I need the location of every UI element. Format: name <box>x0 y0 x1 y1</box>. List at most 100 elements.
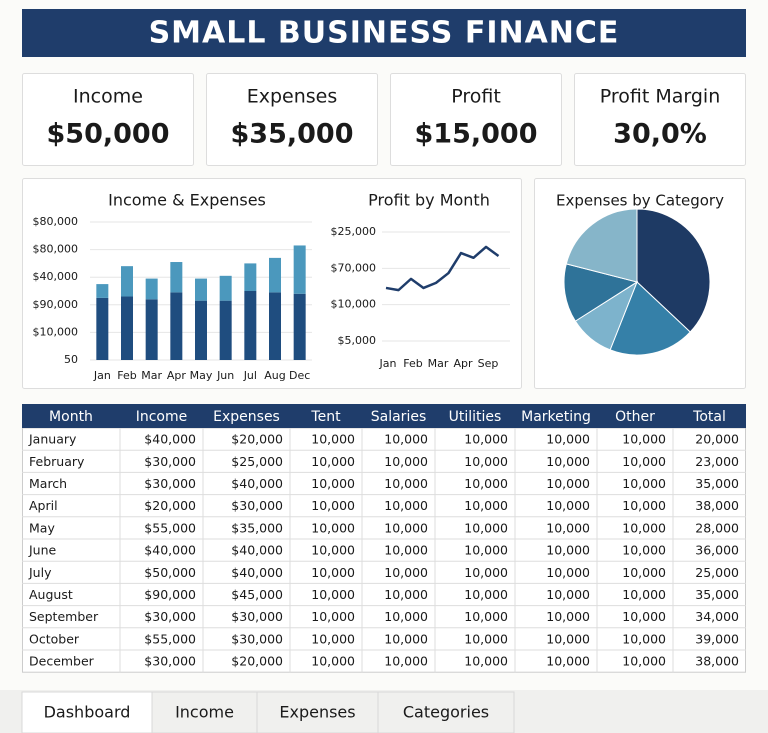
number-cell: 10,000 <box>384 631 428 646</box>
tab-label[interactable]: Categories <box>403 703 489 722</box>
bar-segment <box>293 245 306 294</box>
tab[interactable] <box>377 691 515 733</box>
y-tick-label: $90,000 <box>33 298 79 311</box>
kpi-value: 30,0% <box>613 119 707 150</box>
tab[interactable] <box>256 691 379 733</box>
number-cell: 38,000 <box>695 498 739 513</box>
kpi-label: Expenses <box>247 86 338 108</box>
number-cell: 10,000 <box>464 498 508 513</box>
x-tick-label: Jan <box>379 357 397 370</box>
number-cell: 10,000 <box>622 498 666 513</box>
number-cell: 10,000 <box>464 609 508 624</box>
number-cell: 10,000 <box>384 543 428 558</box>
month-cell: December <box>29 654 95 669</box>
x-tick-label: Jan <box>93 369 111 382</box>
kpi-label: Profit <box>451 86 501 108</box>
number-cell: 36,000 <box>695 543 739 558</box>
number-cell: 10,000 <box>384 498 428 513</box>
column-header: Income <box>136 409 188 425</box>
month-cell: August <box>29 587 73 602</box>
number-cell: $40,000 <box>231 476 283 491</box>
number-cell: 10,000 <box>384 609 428 624</box>
number-cell: 10,000 <box>622 476 666 491</box>
number-cell: 10,000 <box>311 498 355 513</box>
number-cell: 10,000 <box>622 587 666 602</box>
month-cell: September <box>29 609 99 624</box>
title-bar <box>22 9 746 57</box>
kpi-value: $15,000 <box>415 119 538 150</box>
number-cell: $40,000 <box>231 565 283 580</box>
month-cell: March <box>29 476 67 491</box>
pie-slice <box>636 208 711 333</box>
number-cell: 10,000 <box>384 654 428 669</box>
x-tick-label: Dec <box>289 369 310 382</box>
y-tick-label: $80,000 <box>33 243 79 256</box>
column-header: Total <box>692 409 726 425</box>
number-cell: 10,000 <box>464 543 508 558</box>
kpi-value: $35,000 <box>231 119 354 150</box>
number-cell: 10,000 <box>622 543 666 558</box>
column-header: Salaries <box>371 409 427 425</box>
x-tick-label: Sep <box>478 357 499 370</box>
number-cell: $30,000 <box>144 654 196 669</box>
number-cell: $50,000 <box>144 565 196 580</box>
kpi-value: $50,000 <box>47 119 170 150</box>
y-tick-label: $25,000 <box>331 225 377 238</box>
x-tick-label: Feb <box>117 369 136 382</box>
tab-label[interactable]: Expenses <box>279 703 355 722</box>
table-body <box>22 427 746 673</box>
number-cell: 10,000 <box>311 565 355 580</box>
table-header <box>22 404 746 428</box>
x-tick-label: May <box>190 369 213 382</box>
number-cell: 10,000 <box>464 454 508 469</box>
number-cell: $55,000 <box>144 520 196 535</box>
number-cell: 39,000 <box>695 631 739 646</box>
number-cell: 10,000 <box>546 454 590 469</box>
number-cell: 10,000 <box>464 587 508 602</box>
column-header: Expenses <box>213 409 280 425</box>
kpi-card <box>574 73 746 166</box>
bar-segment <box>170 262 183 293</box>
number-cell: 35,000 <box>695 476 739 491</box>
number-cell: $20,000 <box>231 432 283 447</box>
x-tick-label: Jul <box>243 369 257 382</box>
bar-segment <box>244 291 257 360</box>
tab-label[interactable]: Income <box>175 703 234 722</box>
number-cell: $40,000 <box>144 432 196 447</box>
number-cell: 10,000 <box>311 543 355 558</box>
y-tick-label: 50 <box>64 353 78 366</box>
bar-segment <box>195 300 207 360</box>
number-cell: 10,000 <box>546 609 590 624</box>
pie-slice <box>563 263 639 322</box>
number-cell: 20,000 <box>695 432 739 447</box>
number-cell: 10,000 <box>622 432 666 447</box>
month-cell: April <box>29 498 58 513</box>
number-cell: 10,000 <box>311 454 355 469</box>
month-cell: July <box>28 565 52 580</box>
kpi-card <box>206 73 378 166</box>
kpi-label: Profit Margin <box>600 86 721 108</box>
number-cell: $30,000 <box>144 609 196 624</box>
y-tick-label: $80,000 <box>33 215 79 228</box>
tab-label[interactable]: Dashboard <box>44 703 131 722</box>
x-tick-label: Mar <box>141 369 162 382</box>
y-tick-label: $10,000 <box>33 325 79 338</box>
number-cell: 10,000 <box>464 654 508 669</box>
number-cell: $30,000 <box>144 454 196 469</box>
bar-segment <box>195 278 207 301</box>
number-cell: $40,000 <box>144 543 196 558</box>
chart-title: Income & Expenses <box>108 191 266 210</box>
profit-line <box>385 245 500 292</box>
number-cell: 10,000 <box>546 654 590 669</box>
bar-segment <box>219 300 232 360</box>
number-cell: 10,000 <box>464 631 508 646</box>
number-cell: $35,000 <box>231 520 283 535</box>
number-cell: 10,000 <box>311 609 355 624</box>
x-tick-label: Feb <box>403 357 422 370</box>
tab[interactable] <box>21 691 153 733</box>
number-cell: 10,000 <box>546 498 590 513</box>
number-cell: 10,000 <box>311 520 355 535</box>
number-cell: $30,000 <box>144 476 196 491</box>
bar-segment <box>219 275 232 301</box>
